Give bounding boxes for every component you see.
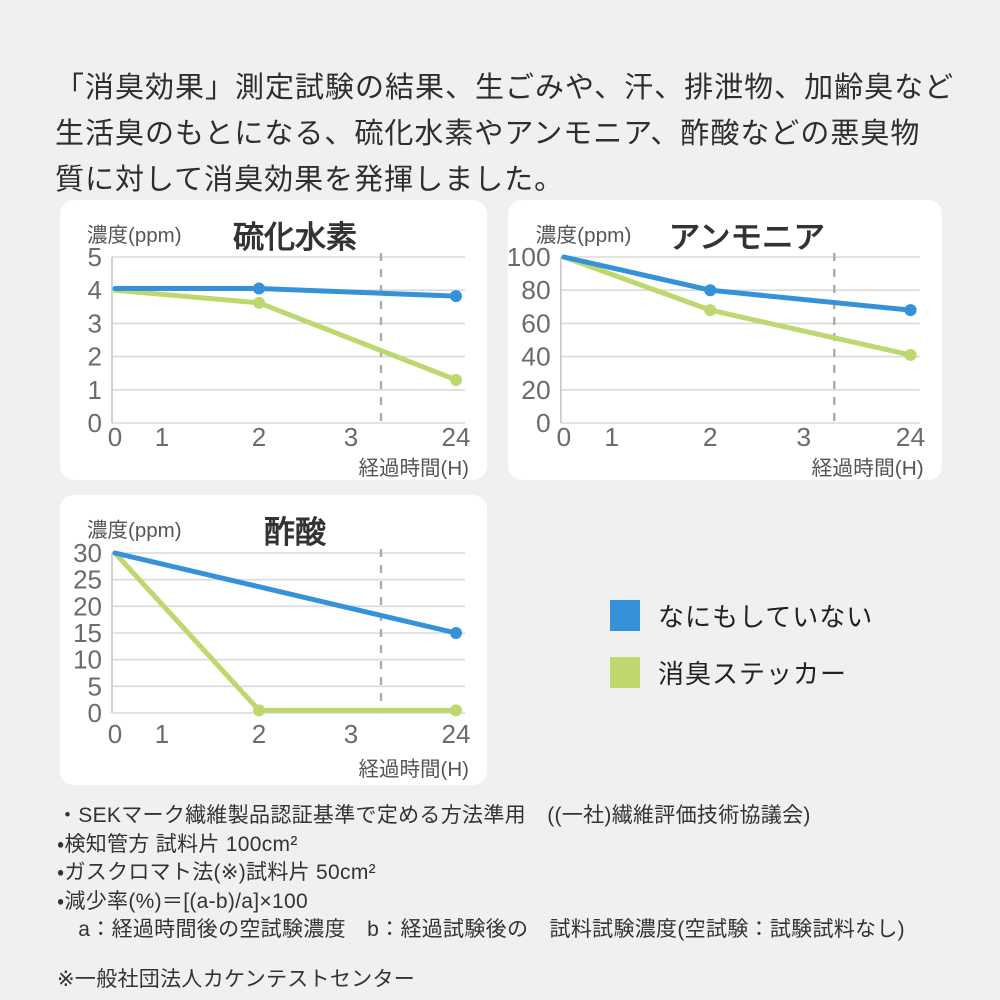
y-tick-label: 5 xyxy=(88,671,102,701)
y-tick-label: 100 xyxy=(508,242,551,272)
chart-panel-acetic-acid: 30 25 20 15 10 5 0 0 1 2 3 24 経過時間(H) 濃度(ppm) 酢酸 xyxy=(60,495,487,785)
intro-text: 「消臭効果」測定試験の結果、生ごみや、汗、排泄物、加齢臭など 生活臭のもとになる… xyxy=(55,72,955,196)
y-tick-label: 15 xyxy=(73,618,102,648)
x-tick-label: 0 xyxy=(557,422,572,452)
x-tick-label: 1 xyxy=(155,719,169,749)
footnote-line: ・ガスクロマト法(※)試料片 50cm² xyxy=(57,861,376,884)
chart-panel-hydrogen-sulfide: 5 4 3 2 1 0 0 1 2 3 24 経過時間(H) 濃度(ppm) 硫化水素 xyxy=(60,200,487,480)
y-tick-label: 20 xyxy=(521,375,550,405)
y-tick-label: 0 xyxy=(88,698,102,728)
x-axis-label: 経過時間(H) xyxy=(811,457,923,480)
chart-panel-ammonia: 100 80 60 40 20 0 0 1 2 3 24 経過時間(H) 濃度(ppm) アンモニア xyxy=(508,200,942,480)
x-tick-label: 1 xyxy=(155,422,169,452)
x-tick-label: 3 xyxy=(344,719,358,749)
data-point-marker xyxy=(253,282,265,295)
y-tick-label: 5 xyxy=(88,242,102,272)
data-point-marker xyxy=(904,304,917,317)
y-tick-label: 80 xyxy=(521,275,550,305)
footnote-line: ・減少率(%)＝[(a-b)/a]×100 xyxy=(57,889,308,913)
y-tick-label: 0 xyxy=(536,408,551,438)
data-point-marker xyxy=(704,304,717,317)
y-tick-label: 40 xyxy=(521,342,550,372)
footnote-line: a：経過時間後の空試験濃度 b：経過試験後の 試料試験濃度(空試験：試験試料なし… xyxy=(57,918,905,941)
series-line-blue xyxy=(561,254,914,313)
y-axis-label: 濃度(ppm) xyxy=(87,224,182,247)
footnotes: ・SEKマーク繊維製品認証基準で定める方法準用 ((一社)繊維評価技術協議会) … xyxy=(57,802,957,994)
chart-title: アンモニア xyxy=(669,220,825,255)
y-tick-label: 1 xyxy=(88,375,102,405)
data-point-marker xyxy=(253,296,265,309)
x-tick-label: 24 xyxy=(896,422,925,452)
series-line-green xyxy=(112,287,459,383)
y-axis-label: 濃度(ppm) xyxy=(87,519,182,542)
legend-item-untreated: なにもしていない xyxy=(610,597,940,634)
x-tick-label: 0 xyxy=(108,422,122,452)
y-tick-label: 60 xyxy=(521,309,550,339)
x-axis-label: 経過時間(H) xyxy=(359,457,469,480)
data-point-marker xyxy=(450,290,462,303)
data-point-marker xyxy=(704,284,717,297)
chart-title: 硫化水素 xyxy=(233,220,357,255)
data-point-marker xyxy=(450,704,462,717)
data-point-marker xyxy=(450,627,462,639)
y-tick-label: 3 xyxy=(88,308,102,338)
data-point-marker xyxy=(904,348,917,361)
x-tick-label: 3 xyxy=(344,422,358,452)
x-tick-label: 0 xyxy=(108,719,122,749)
y-tick-label: 10 xyxy=(73,645,102,675)
y-tick-label: 2 xyxy=(88,342,102,372)
y-tick-label: 20 xyxy=(73,591,102,621)
x-tick-label: 1 xyxy=(604,422,619,452)
chart-title: 酢酸 xyxy=(264,515,327,550)
y-tick-label: 25 xyxy=(73,565,102,595)
data-point-marker xyxy=(253,704,265,717)
y-tick-label: 4 xyxy=(88,275,102,305)
footnote-note: ※一般社団法人カケンテストセンター xyxy=(57,967,416,991)
y-axis-label: 濃度(ppm) xyxy=(535,224,631,247)
x-tick-label: 3 xyxy=(796,422,811,452)
y-tick-label: 0 xyxy=(88,408,102,438)
legend-label: 消臭ステッカー xyxy=(658,659,848,689)
data-point-marker xyxy=(450,373,462,386)
x-tick-label: 2 xyxy=(252,422,266,452)
legend: なにもしていない 消臭ステッカー xyxy=(610,597,940,691)
footnote-line: ・SEKマーク繊維製品認証基準で定める方法準用 ((一社)繊維評価技術協議会) xyxy=(57,804,811,827)
legend-swatch-green xyxy=(610,657,640,688)
x-axis-label: 経過時間(H) xyxy=(359,758,469,781)
series-line-blue xyxy=(112,550,459,636)
x-tick-label: 24 xyxy=(442,719,471,749)
y-tick-label: 30 xyxy=(73,538,102,568)
legend-item-deodorant-sticker: 消臭ステッカー xyxy=(610,654,940,691)
x-tick-label: 24 xyxy=(442,422,471,452)
legend-label: なにもしていない xyxy=(658,602,874,632)
x-tick-label: 2 xyxy=(703,422,718,452)
footnote-line: ・検知管方 試料片 100cm² xyxy=(57,832,298,856)
legend-swatch-blue xyxy=(610,600,640,631)
x-tick-label: 2 xyxy=(252,719,266,749)
